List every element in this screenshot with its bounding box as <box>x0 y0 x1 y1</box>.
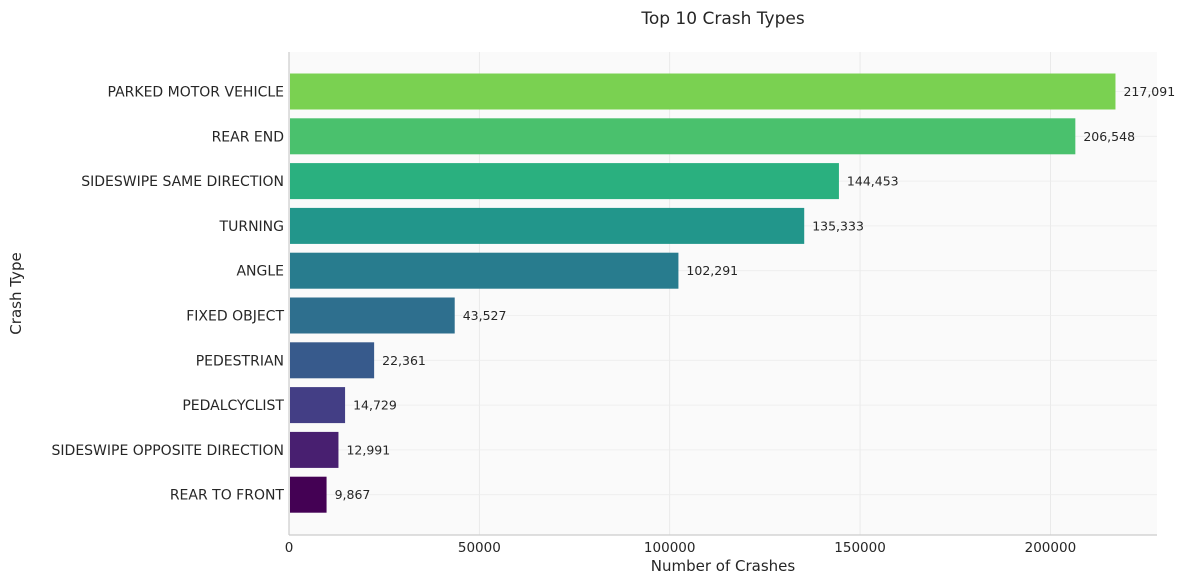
x-tick-label: 50000 <box>458 540 501 556</box>
bar <box>290 476 327 513</box>
data-label: 135,333 <box>812 218 864 233</box>
bars: 217,091 206,548 144,453 135,333 102,291 43,52… <box>290 73 1175 513</box>
data-label: 206,548 <box>1083 129 1135 144</box>
data-label: 217,091 <box>1123 84 1175 99</box>
bar <box>290 431 339 468</box>
bar <box>290 118 1076 155</box>
y-tick-label: PEDESTRIAN <box>196 353 284 369</box>
bar <box>290 252 679 289</box>
x-axis-title: Number of Crashes <box>651 557 796 575</box>
y-tick-label: REAR TO FRONT <box>170 488 285 504</box>
y-tick-label: FIXED OBJECT <box>186 309 284 325</box>
x-tick-label: 100000 <box>644 540 696 556</box>
y-tick-label: TURNING <box>219 219 284 235</box>
y-tick-label: SIDESWIPE OPPOSITE DIRECTION <box>52 443 284 459</box>
bar <box>290 73 1116 110</box>
data-label: 14,729 <box>353 398 397 413</box>
y-tick-label: PARKED MOTOR VEHICLE <box>108 85 284 101</box>
y-tick-label: REAR END <box>212 129 284 145</box>
y-tick-label: PEDALCYCLIST <box>182 398 284 414</box>
chart-title: Top 10 Crash Types <box>640 9 804 29</box>
x-tick-label: 0 <box>285 540 294 556</box>
data-label: 22,361 <box>382 353 426 368</box>
y-tick-label: SIDESWIPE SAME DIRECTION <box>81 174 284 190</box>
data-label: 102,291 <box>686 263 738 278</box>
bar <box>290 297 455 334</box>
data-label: 9,867 <box>335 487 371 502</box>
data-label: 43,527 <box>463 308 507 323</box>
x-tick-label: 150000 <box>834 540 886 556</box>
data-label: 144,453 <box>847 174 899 189</box>
bar <box>290 207 805 244</box>
bar <box>290 387 346 424</box>
y-tick-label: ANGLE <box>236 264 284 280</box>
axes: PARKED MOTOR VEHICLE REAR END SIDESWIPE SA… <box>52 52 1157 556</box>
data-label: 12,991 <box>346 442 390 457</box>
x-tick-label: 200000 <box>1025 540 1077 556</box>
y-axis-title: Crash Type <box>7 252 25 334</box>
bar <box>290 342 375 379</box>
bar <box>290 163 839 200</box>
